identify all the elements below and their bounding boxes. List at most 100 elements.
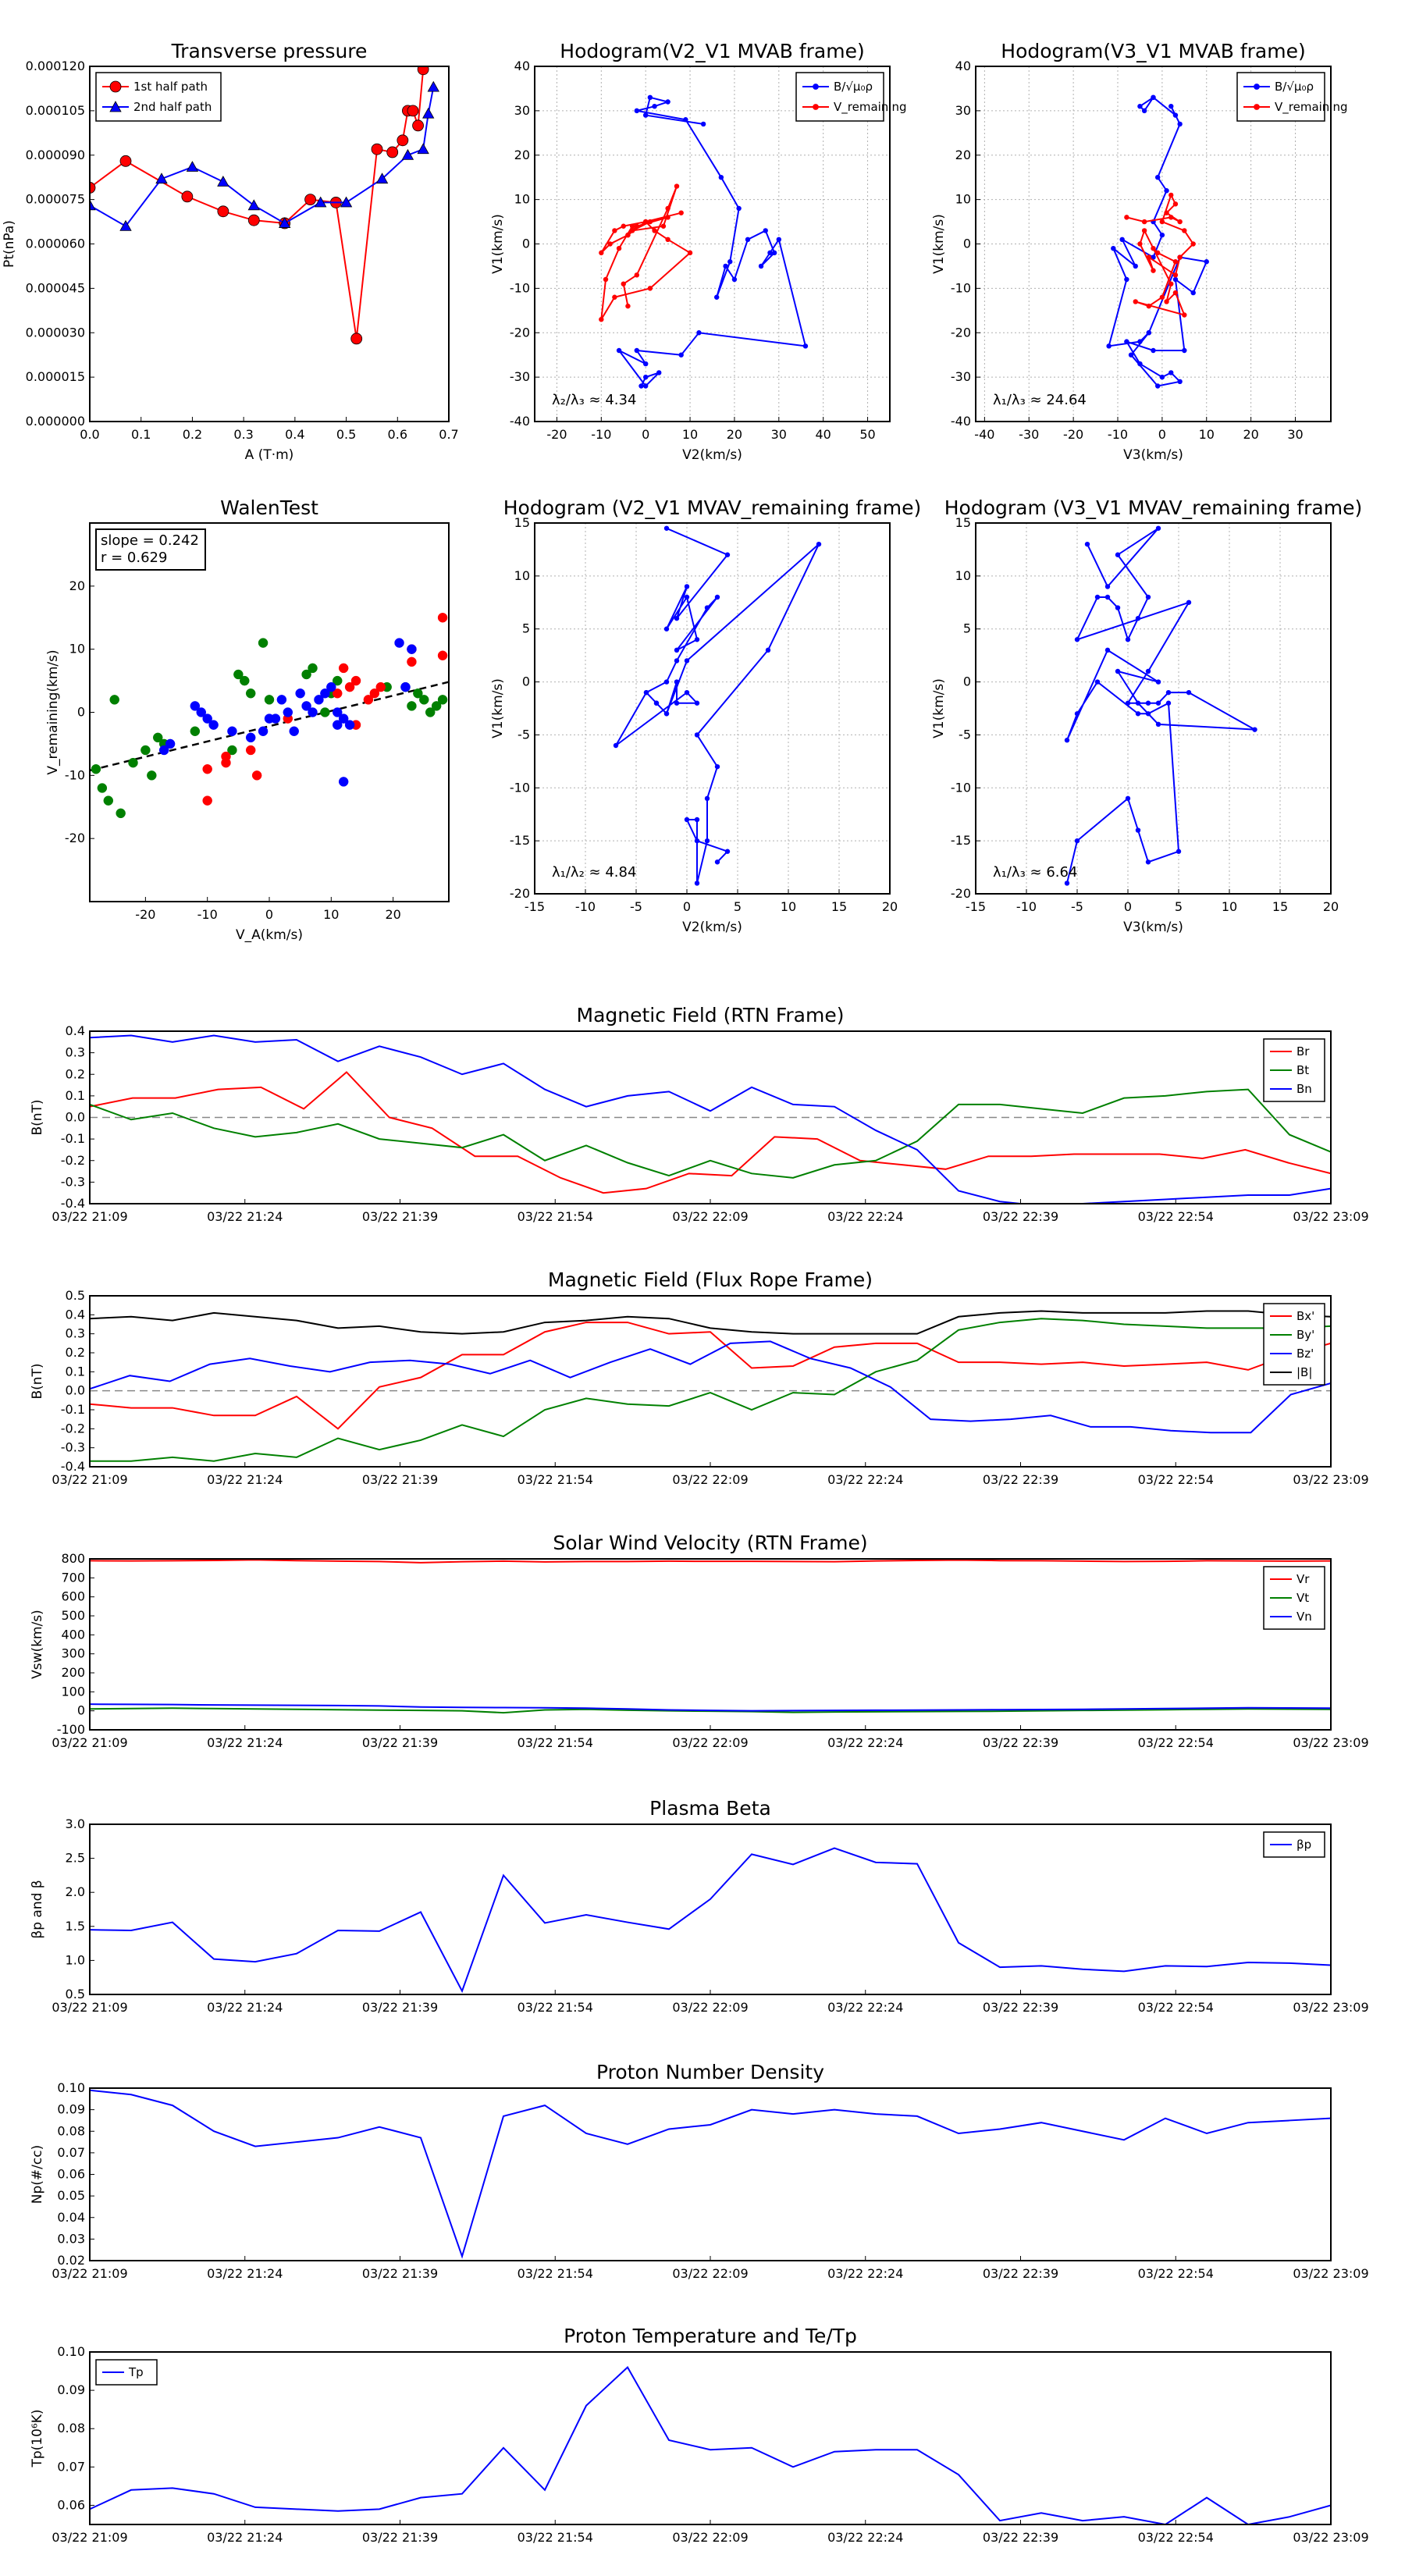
x-tick-label: 03/22 21:24 [207,1472,283,1487]
data-point [295,688,305,699]
x-tick-label: 03/22 21:09 [52,1735,127,1750]
data-point [678,210,684,215]
x-axis-label: V_A(km/s) [236,927,303,943]
y-tick-label: -0.4 [61,1196,85,1211]
data-point [1115,552,1121,557]
legend-label: Bn [1297,1082,1312,1096]
legend-label: 2nd half path [133,100,212,114]
data-point [1137,241,1143,247]
legend-label: 1st half path [133,80,208,94]
y-tick-label: 0.000105 [26,103,85,118]
y-tick-label: 0.07 [57,2459,85,2474]
data-point [736,205,742,212]
legend-marker [109,80,122,93]
x-tick-label: 03/22 21:54 [518,2530,593,2545]
data-point [1094,594,1101,600]
data-point [417,66,429,76]
y-tick-label: -10 [510,280,530,295]
legend-label: B/√μ₀ρ [834,80,873,94]
legend-label: V_remaining [834,100,907,115]
y-tick-label: 0.1 [66,1364,85,1379]
data-point [1135,711,1141,717]
annotation-box [95,528,206,571]
chart-title: Transverse pressure [171,40,368,62]
legend-marker [1254,84,1260,90]
data-point [431,701,442,711]
y-tick-label: 0.05 [57,2188,85,2203]
data-point [613,742,619,749]
data-point [320,707,330,717]
data-point [289,726,299,736]
data-point [1146,303,1152,309]
y-tick-label: 0.5 [66,1987,85,2001]
data-point [152,732,163,743]
y-tick-label: -0.3 [61,1174,85,1189]
data-point [1115,605,1121,610]
data-point [642,383,649,389]
data-point [1064,738,1070,743]
series-line-Br [90,1071,1331,1194]
data-point [652,228,657,233]
plot-frame [975,522,1332,895]
data-point [1119,237,1125,243]
data-point [727,259,733,265]
data-point [140,745,151,756]
y-tick-label: 0.10 [57,2080,85,2095]
y-tick-label: 100 [61,1684,85,1699]
x-tick-label: 03/22 21:54 [518,2000,593,2015]
x-tick-label: 03/22 23:09 [1293,1472,1368,1487]
plot-frame [89,2087,1332,2261]
x-tick-label: 20 [1243,427,1258,442]
chart-walen: -20 -10 0 10 20 -20 -10 0 10 20 WalenTest V_A(km/s)… [45,496,450,943]
y-tick-label: -0.1 [61,1402,85,1417]
data-point [771,250,777,256]
x-tick-label: 03/22 22:54 [1138,1472,1214,1487]
y-tick-label: 0.000075 [26,192,85,207]
y-tick-label: 40 [514,59,530,73]
data-point [665,237,670,243]
chart-title: Hodogram(V3_V1 MVAB frame) [1001,40,1305,62]
data-point [1177,121,1183,127]
y-tick-label: 300 [61,1646,85,1661]
y-axis-label: V1(km/s) [931,678,947,738]
data-point [1155,679,1161,685]
data-point [731,276,738,283]
x-tick-label: 03/22 22:24 [827,2530,903,2545]
data-point [694,700,700,706]
data-point [119,219,132,231]
y-tick-label: 0.000045 [26,280,85,295]
data-point [696,330,702,336]
data-point [1141,228,1147,233]
data-point [227,745,237,756]
x-tick-label: 50 [859,427,875,442]
data-point [190,701,201,711]
data-point [1135,615,1141,621]
data-point [1159,294,1165,300]
chart-title: Plasma Beta [649,1797,771,1820]
series-line-0 [615,527,820,884]
data-point [119,155,132,167]
x-tick-label: 0.1 [131,427,151,442]
x-tick-label: 30 [771,427,787,442]
data-point [338,663,349,674]
y-tick-label: 20 [514,148,530,162]
series-line-By' [90,1318,1331,1462]
data-point [642,374,649,380]
ratio-annotation: λ₂/λ₃ ≈ 4.34 [552,392,636,408]
legend: Bx' By' Bz' |B| [1263,1303,1325,1386]
series-line-Bn [90,1034,1331,1204]
y-axis-label: βp and β [30,1880,45,1938]
x-tick-label: 03/22 21:24 [207,2000,283,2015]
x-tick-label: 03/22 22:24 [827,1209,903,1224]
plot-frame [89,1823,1332,1995]
plot-area [90,66,439,345]
x-tick-label: 03/22 21:09 [52,2000,127,2015]
data-point [1084,541,1090,547]
x-tick-label: 03/22 21:09 [52,2266,127,2281]
x-tick-label: 03/22 23:09 [1293,2000,1368,2015]
data-point [91,764,101,774]
x-tick-label: 03/22 22:39 [983,2000,1058,2015]
y-tick-label: -10 [951,280,971,295]
y-axis-label: V1(km/s) [490,214,506,274]
chart-title: Hodogram (V2_V1 MVAV_remaining frame) [503,496,922,519]
